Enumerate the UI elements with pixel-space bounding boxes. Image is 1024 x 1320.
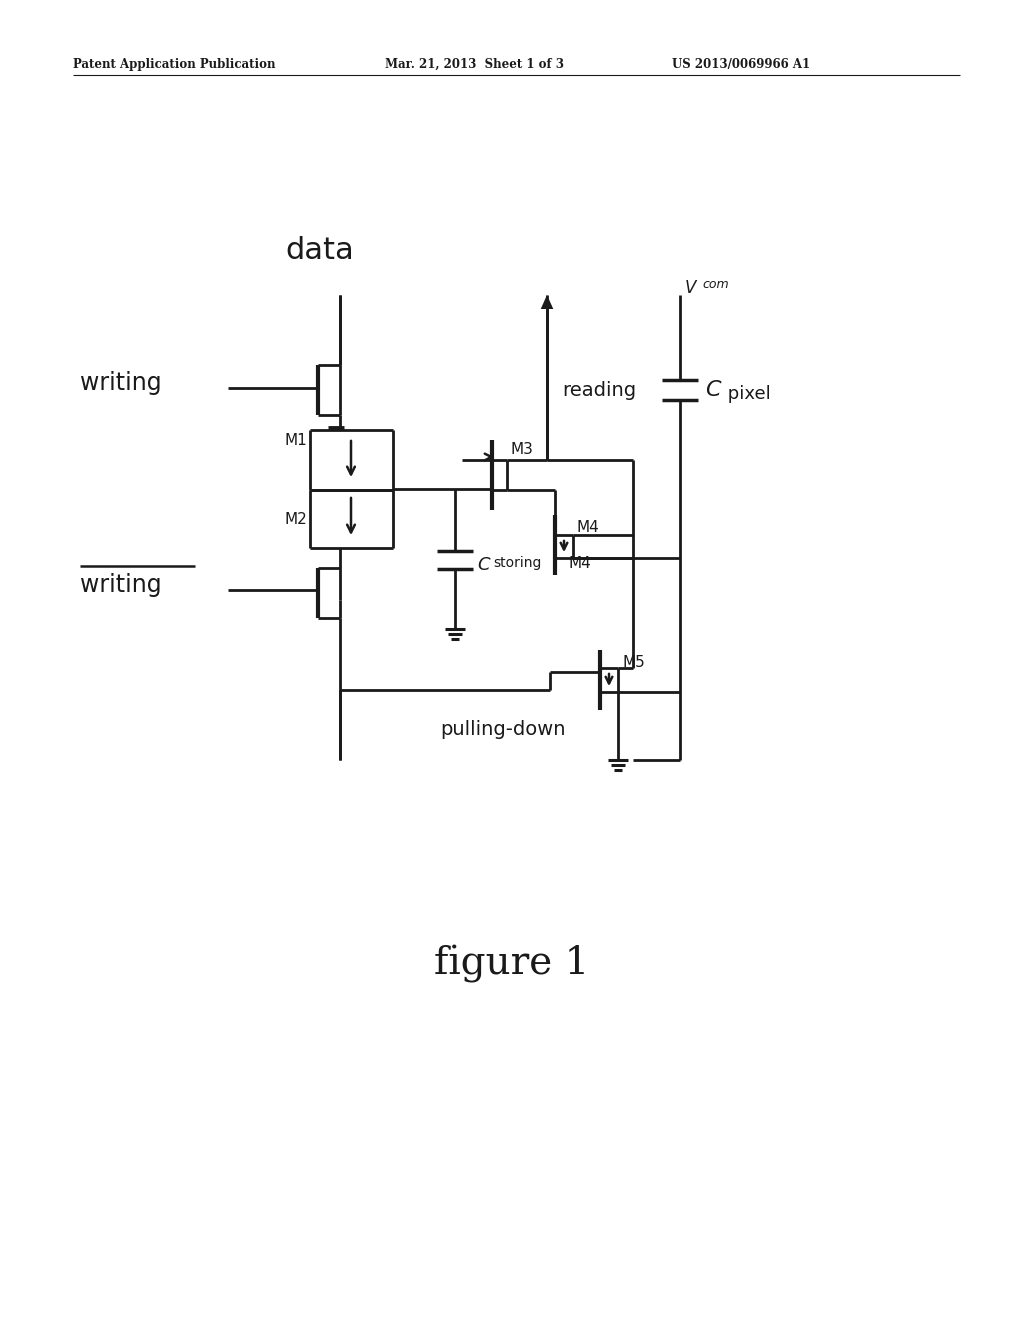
- Text: pulling-down: pulling-down: [440, 719, 565, 739]
- Text: US 2013/0069966 A1: US 2013/0069966 A1: [672, 58, 810, 71]
- Polygon shape: [541, 294, 553, 309]
- Text: V: V: [685, 279, 696, 297]
- Text: M3: M3: [510, 442, 532, 457]
- Text: C: C: [705, 380, 721, 400]
- Text: M2: M2: [285, 512, 307, 527]
- Text: data: data: [285, 236, 353, 265]
- Text: C: C: [477, 556, 489, 574]
- Text: reading: reading: [562, 380, 636, 400]
- Text: M4: M4: [568, 556, 591, 572]
- Text: com: com: [702, 279, 729, 290]
- Text: Mar. 21, 2013  Sheet 1 of 3: Mar. 21, 2013 Sheet 1 of 3: [385, 58, 564, 71]
- Text: M5: M5: [622, 655, 645, 671]
- Text: pixel: pixel: [722, 385, 771, 403]
- Text: writing: writing: [80, 573, 162, 597]
- Text: storing: storing: [493, 556, 542, 570]
- Text: M1: M1: [285, 433, 307, 447]
- Text: writing: writing: [80, 371, 162, 395]
- Text: Patent Application Publication: Patent Application Publication: [73, 58, 275, 71]
- Text: figure 1: figure 1: [434, 945, 590, 983]
- Text: M4: M4: [577, 520, 600, 535]
